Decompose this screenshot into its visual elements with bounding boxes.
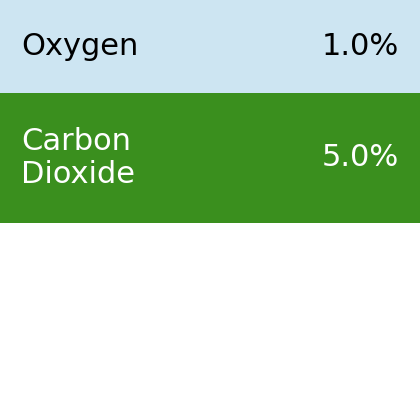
Text: 1.0%: 1.0% xyxy=(322,32,399,61)
Bar xyxy=(0,0,420,93)
Text: Oxygen: Oxygen xyxy=(21,32,138,61)
Text: 5.0%: 5.0% xyxy=(322,144,399,173)
Bar xyxy=(0,93,420,223)
Text: Carbon
Dioxide: Carbon Dioxide xyxy=(21,127,135,189)
